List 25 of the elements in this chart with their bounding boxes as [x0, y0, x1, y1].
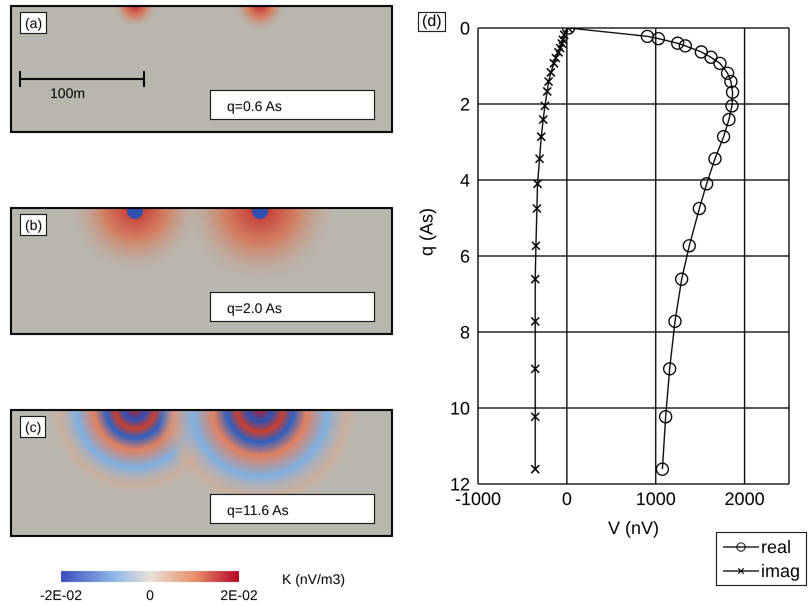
text: q=0.6 As: [210, 90, 375, 120]
color-bar-title: K (nV/m3): [282, 571, 346, 587]
legend-label: real: [760, 536, 791, 558]
y-tick-label: 8: [460, 322, 470, 342]
text: 100m: [50, 85, 86, 101]
y-tick-label: 2: [460, 94, 470, 114]
text: 0: [146, 587, 154, 603]
text: 2E-02: [220, 587, 258, 603]
x-axis-title: V (nV): [608, 518, 660, 538]
text: (c): [20, 416, 46, 438]
y-axis-title: q (As): [416, 208, 436, 256]
x-tick-label: 2000: [724, 488, 765, 509]
text: (d): [418, 12, 446, 32]
x-tick-label: 0: [562, 488, 572, 509]
y-tick-label: 0: [460, 18, 470, 38]
legend-label: imag: [760, 560, 800, 582]
text: (b): [20, 214, 48, 236]
text: -2E-02: [40, 587, 82, 603]
x-tick-label: 1000: [636, 488, 676, 509]
text: (a): [20, 12, 48, 34]
text: q=2.0 As: [210, 292, 375, 322]
text: q=11.6 As: [210, 494, 375, 524]
y-tick-label: 10: [450, 398, 470, 418]
y-tick-label: 4: [460, 170, 470, 190]
y-tick-label: 6: [460, 246, 470, 266]
